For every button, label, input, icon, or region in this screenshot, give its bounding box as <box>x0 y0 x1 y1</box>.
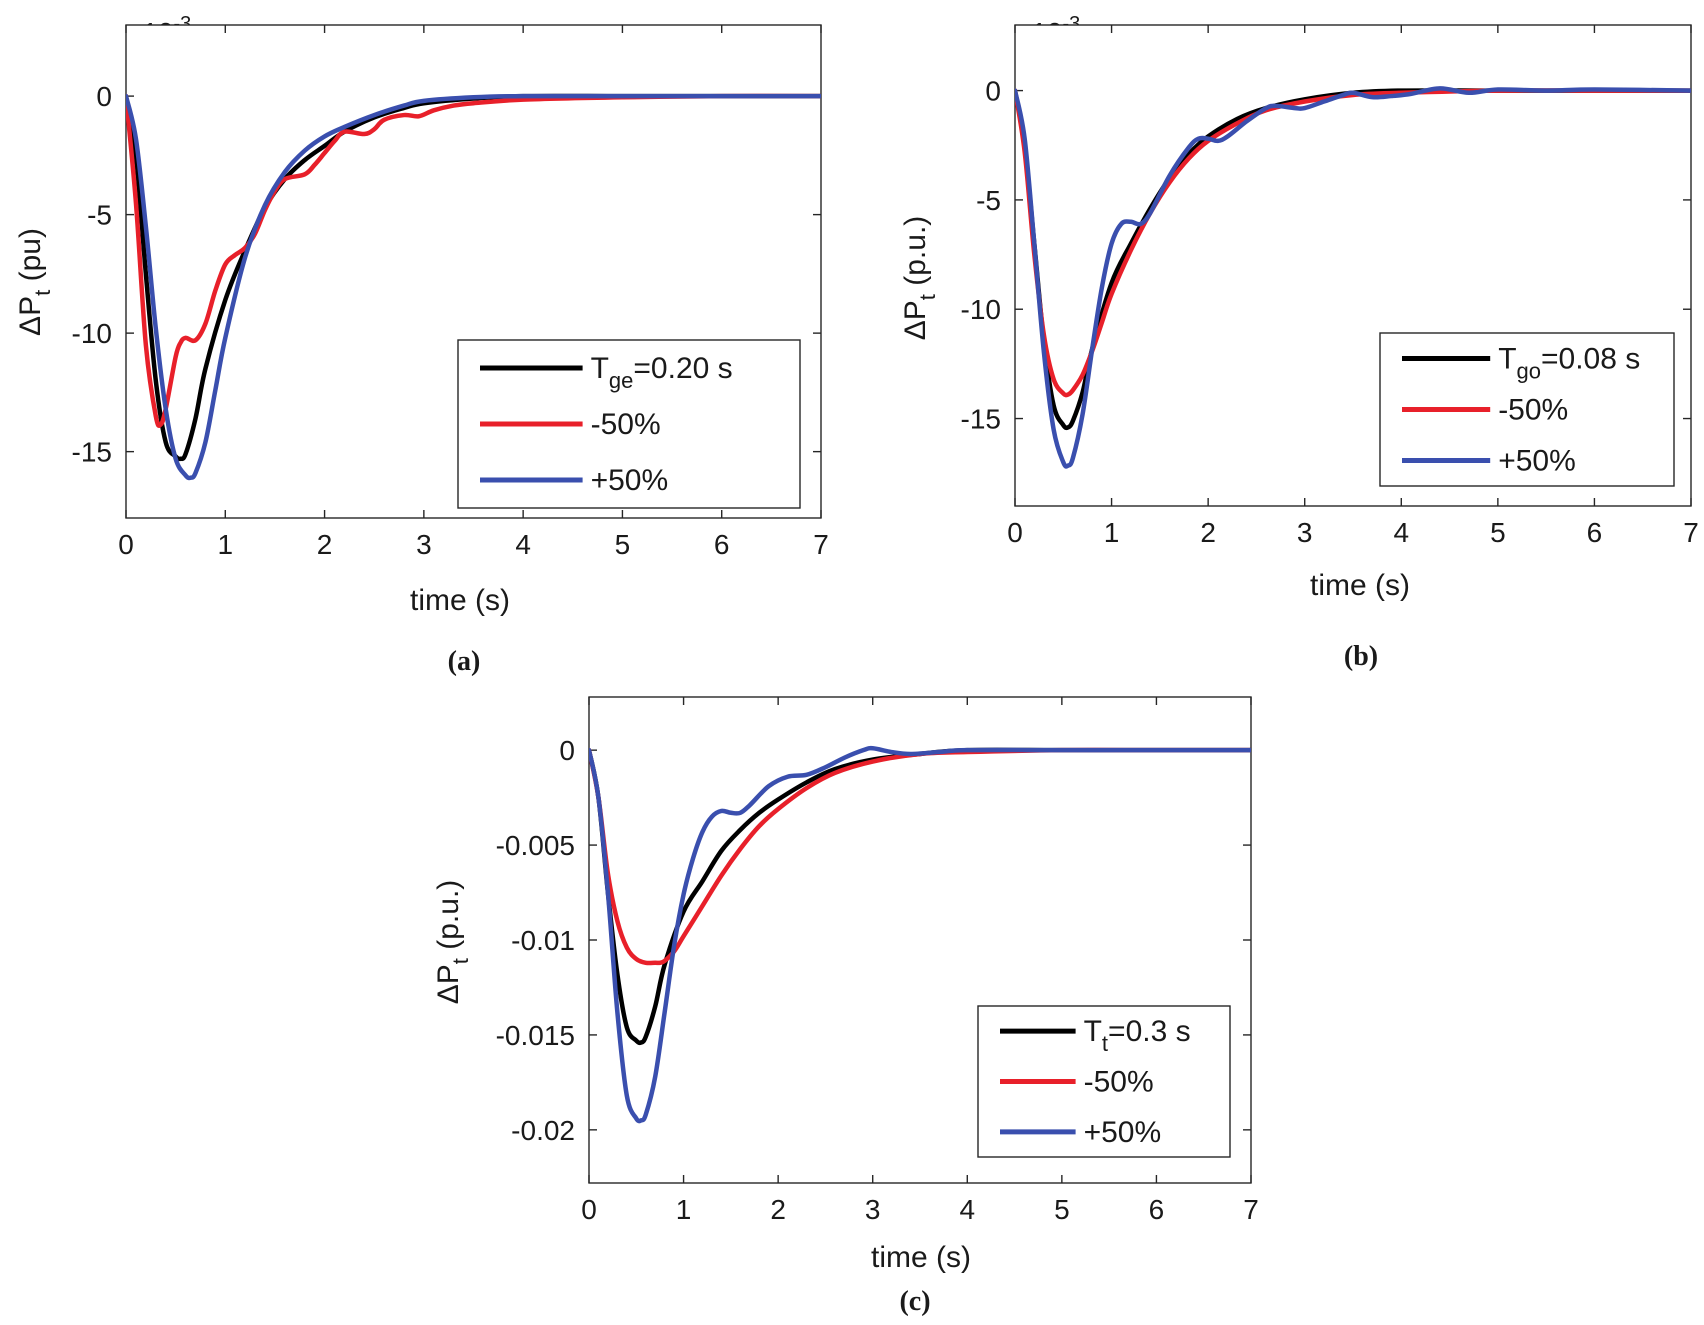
panel-b-x-tick-label: 5 <box>1490 517 1506 548</box>
panel-c-y-tick-label: -0.02 <box>511 1115 575 1146</box>
panel-a-legend-label-1: -50% <box>591 408 661 441</box>
panel-a-x-tick-label: 4 <box>515 529 531 560</box>
panel-b-x-axis-label: time (s) <box>1310 569 1410 602</box>
panel-c-x-axis-label: time (s) <box>871 1241 971 1274</box>
panel-a-x-tick-label: 1 <box>217 529 233 560</box>
panel-c-y-axis-label: ΔPt (p.u.) <box>432 880 473 1005</box>
panel-b-series-line-1 <box>1015 88 1691 398</box>
panel-a-x-tick-label: 2 <box>317 529 333 560</box>
svg-text:ΔPt (pu): ΔPt (pu) <box>14 228 55 336</box>
panel-c-legend-label-1: -50% <box>1084 1066 1154 1099</box>
panel-b-x-tick-label: 7 <box>1683 517 1699 548</box>
panel-a-legend-label-2: +50% <box>591 464 669 497</box>
panel-c-series-line-2 <box>589 745 1251 1124</box>
panel-a-x-tick-label: 5 <box>615 529 631 560</box>
panel-a-y-tick-label: -15 <box>72 437 112 468</box>
svg-text:ΔPt (p.u.): ΔPt (p.u.) <box>432 880 473 1005</box>
panel-a-caption: (a) <box>448 646 481 677</box>
panel-a-y-tick-label: -5 <box>87 200 112 231</box>
panel-b-legend: Tgo=0.08 s -50% +50% <box>1379 332 1675 487</box>
panel-b-y-tick-label: -5 <box>976 185 1001 216</box>
chart-panel-a: ×10-3 ΔPt (pu) time (s) (a) 012345670-5-… <box>14 13 829 677</box>
panel-a-legend: Tge=0.20 s -50% +50% <box>457 339 801 509</box>
panel-c-y-tick-label: -0.015 <box>496 1020 575 1051</box>
panel-b-x-tick-label: 3 <box>1297 517 1313 548</box>
panel-b-legend-label-0: Tgo=0.08 s <box>1498 343 1640 384</box>
panel-b-caption: (b) <box>1344 641 1378 672</box>
panel-a-y-tick-label: 0 <box>96 81 112 112</box>
panel-c-x-tick-label: 2 <box>770 1194 786 1225</box>
panel-b-x-tick-label: 1 <box>1104 517 1120 548</box>
panel-c-caption: (c) <box>899 1286 930 1317</box>
panel-c-legend-label-2: +50% <box>1084 1116 1162 1149</box>
panel-c-x-tick-label: 7 <box>1243 1194 1259 1225</box>
chart-panel-b: ×10-3 ΔPt (p.u.) time (s) (b) 012345670-… <box>899 13 1699 672</box>
panel-a-x-tick-label: 7 <box>813 529 829 560</box>
panel-c-x-tick-label: 6 <box>1149 1194 1165 1225</box>
panel-a-x-tick-label: 3 <box>416 529 432 560</box>
panel-a-x-tick-label: 6 <box>714 529 730 560</box>
panel-a-y-axis-label: ΔPt (pu) <box>14 228 55 336</box>
panel-c-x-tick-label: 0 <box>581 1194 597 1225</box>
panel-c-y-tick-label: 0 <box>559 735 575 766</box>
panel-b-x-tick-label: 4 <box>1393 517 1409 548</box>
panel-c-legend-label-0: Tt=0.3 s <box>1084 1015 1191 1056</box>
panel-a-series-line-2 <box>126 93 821 481</box>
panel-a-x-axis-label: time (s) <box>410 584 510 617</box>
panel-c-x-tick-label: 1 <box>676 1194 692 1225</box>
panel-b-y-tick-label: -10 <box>961 294 1001 325</box>
panel-b-legend-label-2: +50% <box>1498 445 1576 478</box>
panel-c-y-tick-label: -0.005 <box>496 830 575 861</box>
panel-b-x-tick-label: 6 <box>1587 517 1603 548</box>
panel-b-series-line-2 <box>1015 86 1691 469</box>
svg-text:ΔPt (p.u.): ΔPt (p.u.) <box>899 216 940 341</box>
chart-panel-c: ΔPt (p.u.) time (s) (c) 0 1 2 3 4 5 6 7 0 -0.005 -… <box>432 696 1259 1317</box>
panel-c-x-tick-label: 4 <box>959 1194 975 1225</box>
panel-b-x-tick-label: 2 <box>1200 517 1216 548</box>
panel-c-y-tick-label: -0.01 <box>511 925 575 956</box>
panel-b-y-tick-label: 0 <box>985 76 1001 107</box>
panel-b-legend-label-1: -50% <box>1498 394 1568 427</box>
panel-c-x-tick-label: 3 <box>865 1194 881 1225</box>
panel-b-y-axis-label: ΔPt (p.u.) <box>899 216 940 341</box>
panel-c-legend: Tt=0.3 s -50% +50% <box>977 1005 1231 1158</box>
panel-a-x-tick-label: 0 <box>118 529 134 560</box>
panel-b-x-tick-label: 0 <box>1007 517 1023 548</box>
panel-a-y-tick-label: -10 <box>72 318 112 349</box>
panel-b-y-tick-label: -15 <box>961 404 1001 435</box>
panel-c-x-tick-label: 5 <box>1054 1194 1070 1225</box>
panel-a-legend-label-0: Tge=0.20 s <box>591 352 733 393</box>
